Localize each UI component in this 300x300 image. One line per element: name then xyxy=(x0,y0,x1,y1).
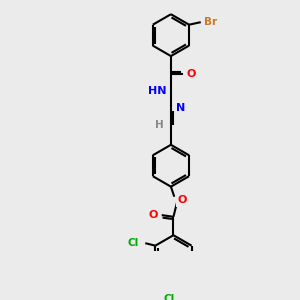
Text: Cl: Cl xyxy=(128,238,139,248)
Text: O: O xyxy=(186,70,196,80)
Text: H: H xyxy=(155,120,164,130)
Text: HN: HN xyxy=(148,86,167,96)
Text: Br: Br xyxy=(204,17,218,27)
Text: O: O xyxy=(178,195,187,205)
Text: O: O xyxy=(149,210,158,220)
Text: Cl: Cl xyxy=(164,294,175,300)
Text: N: N xyxy=(176,103,186,113)
